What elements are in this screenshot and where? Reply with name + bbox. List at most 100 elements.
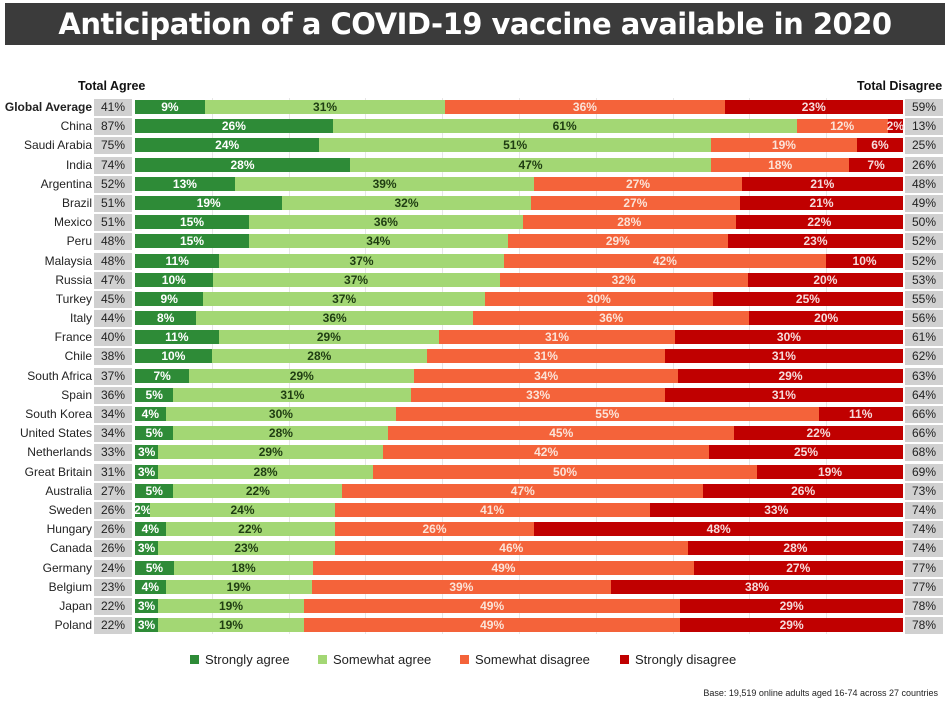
bar-row: Argentina 52 13 39 27 21 48 bbox=[0, 175, 950, 194]
total-disagree-value: 74 bbox=[905, 540, 943, 558]
bar-segment-somewhat-agree: 28 bbox=[211, 349, 427, 364]
bar-segment-strongly-disagree: 21 bbox=[740, 195, 903, 210]
bar-segment-strongly-agree: 5 bbox=[135, 560, 174, 575]
data-label: 27 bbox=[786, 561, 810, 575]
data-label: 28 bbox=[269, 426, 293, 440]
category-label: Russia bbox=[55, 272, 92, 287]
data-label: 10 bbox=[161, 349, 185, 363]
stacked-bar: 26 61 12 2 bbox=[135, 119, 903, 134]
total-disagree-label: 52 bbox=[912, 234, 936, 248]
bar-segment-strongly-disagree: 33 bbox=[649, 502, 903, 517]
data-label: 19 bbox=[219, 599, 243, 613]
legend-item: Strongly disagree bbox=[620, 652, 736, 667]
total-disagree-label: 48 bbox=[912, 177, 936, 191]
data-label: 32 bbox=[394, 196, 418, 210]
total-disagree-label: 66 bbox=[912, 426, 936, 440]
bar-segment-strongly-disagree: 30 bbox=[674, 330, 903, 345]
total-agree-label: 51 bbox=[101, 215, 125, 229]
total-disagree-label: 77 bbox=[912, 580, 936, 594]
data-label: 11 bbox=[849, 407, 872, 421]
bar-segment-strongly-disagree: 28 bbox=[687, 541, 903, 556]
bar-row: Hungary 26 4 22 26 48 74 bbox=[0, 520, 950, 539]
total-agree-value: 23 bbox=[94, 578, 132, 596]
total-agree-value: 26 bbox=[94, 540, 132, 558]
data-label: 13 bbox=[173, 177, 197, 191]
total-agree-value: 26 bbox=[94, 501, 132, 519]
bar-segment-strongly-agree: 5 bbox=[135, 387, 174, 402]
data-label: 36 bbox=[599, 311, 623, 325]
data-label: 49 bbox=[491, 561, 515, 575]
total-disagree-header: Total Disagree bbox=[857, 79, 943, 93]
category-label: Australia bbox=[45, 483, 92, 498]
total-disagree-label: 13 bbox=[912, 119, 936, 133]
stacked-bar: 15 34 29 23 bbox=[135, 234, 903, 249]
category-label: Argentina bbox=[40, 176, 92, 191]
total-disagree-label: 74 bbox=[912, 541, 936, 555]
bar-segment-somewhat-disagree: 49 bbox=[303, 618, 681, 633]
total-agree-label: 38 bbox=[101, 349, 125, 363]
data-label: 9 bbox=[161, 100, 178, 114]
data-label: 30 bbox=[777, 330, 801, 344]
total-agree-label: 41 bbox=[101, 100, 125, 114]
data-label: 3 bbox=[138, 618, 155, 632]
bar-segment-somewhat-agree: 30 bbox=[165, 407, 397, 422]
bar-row: Brazil 51 19 32 27 21 49 bbox=[0, 194, 950, 213]
data-label: 23 bbox=[804, 234, 828, 248]
bar-segment-somewhat-disagree: 31 bbox=[426, 349, 665, 364]
total-disagree-label: 62 bbox=[912, 349, 936, 363]
bar-segment-strongly-agree: 13 bbox=[135, 176, 235, 191]
data-label: 10 bbox=[853, 254, 877, 268]
total-disagree-value: 74 bbox=[905, 521, 943, 539]
stacked-bar: 15 36 28 22 bbox=[135, 215, 903, 230]
data-label: 19 bbox=[772, 138, 796, 152]
total-disagree-label: 49 bbox=[912, 196, 936, 210]
data-label: 46 bbox=[499, 541, 523, 555]
category-label: Turkey bbox=[55, 291, 92, 306]
data-label: 47 bbox=[518, 158, 542, 172]
bar-segment-somewhat-agree: 39 bbox=[234, 176, 535, 191]
total-agree-label: 22 bbox=[101, 599, 125, 613]
data-label: 38 bbox=[745, 580, 769, 594]
bar-segment-somewhat-agree: 37 bbox=[219, 253, 504, 268]
total-disagree-label: 69 bbox=[912, 465, 936, 479]
data-label: 34 bbox=[534, 369, 558, 383]
data-label: 23 bbox=[802, 100, 826, 114]
gridline bbox=[442, 98, 444, 634]
bar-segment-strongly-agree: 3 bbox=[135, 464, 159, 479]
data-label: 36 bbox=[374, 215, 398, 229]
bar-segment-somewhat-disagree: 49 bbox=[303, 598, 681, 613]
bar-row: South Korea 34 4 30 55 11 66 bbox=[0, 405, 950, 424]
stacked-bar: 19 32 27 21 bbox=[135, 195, 903, 210]
total-agree-label: 40 bbox=[101, 330, 125, 344]
legend-label: Strongly disagree bbox=[635, 652, 737, 667]
data-label: 22 bbox=[806, 426, 830, 440]
stacked-bar: 13 39 27 21 bbox=[135, 176, 903, 191]
data-label: 24 bbox=[231, 503, 255, 517]
bar-segment-strongly-agree: 8 bbox=[135, 311, 197, 326]
data-label: 31 bbox=[545, 330, 569, 344]
total-disagree-value: 26 bbox=[905, 156, 943, 174]
bar-segment-somewhat-agree: 36 bbox=[249, 215, 523, 230]
bar-segment-strongly-disagree: 20 bbox=[749, 311, 903, 326]
bar-segment-somewhat-disagree: 36 bbox=[445, 100, 725, 114]
category-label: Italy bbox=[69, 311, 92, 326]
total-agree-value: 37 bbox=[94, 367, 132, 385]
bar-row: South Africa 37 7 29 34 29 63 bbox=[0, 367, 950, 386]
data-label: 12 bbox=[830, 119, 854, 133]
bar-row: Canada 26 3 23 46 28 74 bbox=[0, 539, 950, 558]
data-label: 5 bbox=[146, 388, 163, 402]
bar-segment-somewhat-disagree: 50 bbox=[373, 464, 758, 479]
bar-segment-somewhat-agree: 29 bbox=[189, 368, 415, 383]
gridline bbox=[365, 98, 367, 634]
total-disagree-label: 59 bbox=[912, 100, 936, 114]
bar-segment-strongly-agree: 28 bbox=[135, 157, 351, 172]
data-label: 5 bbox=[146, 426, 163, 440]
data-label: 30 bbox=[269, 407, 293, 421]
stacked-bar: 2 24 41 33 bbox=[134, 502, 903, 517]
data-label: 27 bbox=[623, 196, 647, 210]
total-agree-value: 48 bbox=[94, 233, 132, 251]
bar-segment-strongly-disagree: 21 bbox=[741, 176, 903, 191]
data-label: 47 bbox=[511, 484, 535, 498]
total-agree-value: 36 bbox=[94, 386, 132, 404]
data-label: 23 bbox=[234, 541, 258, 555]
